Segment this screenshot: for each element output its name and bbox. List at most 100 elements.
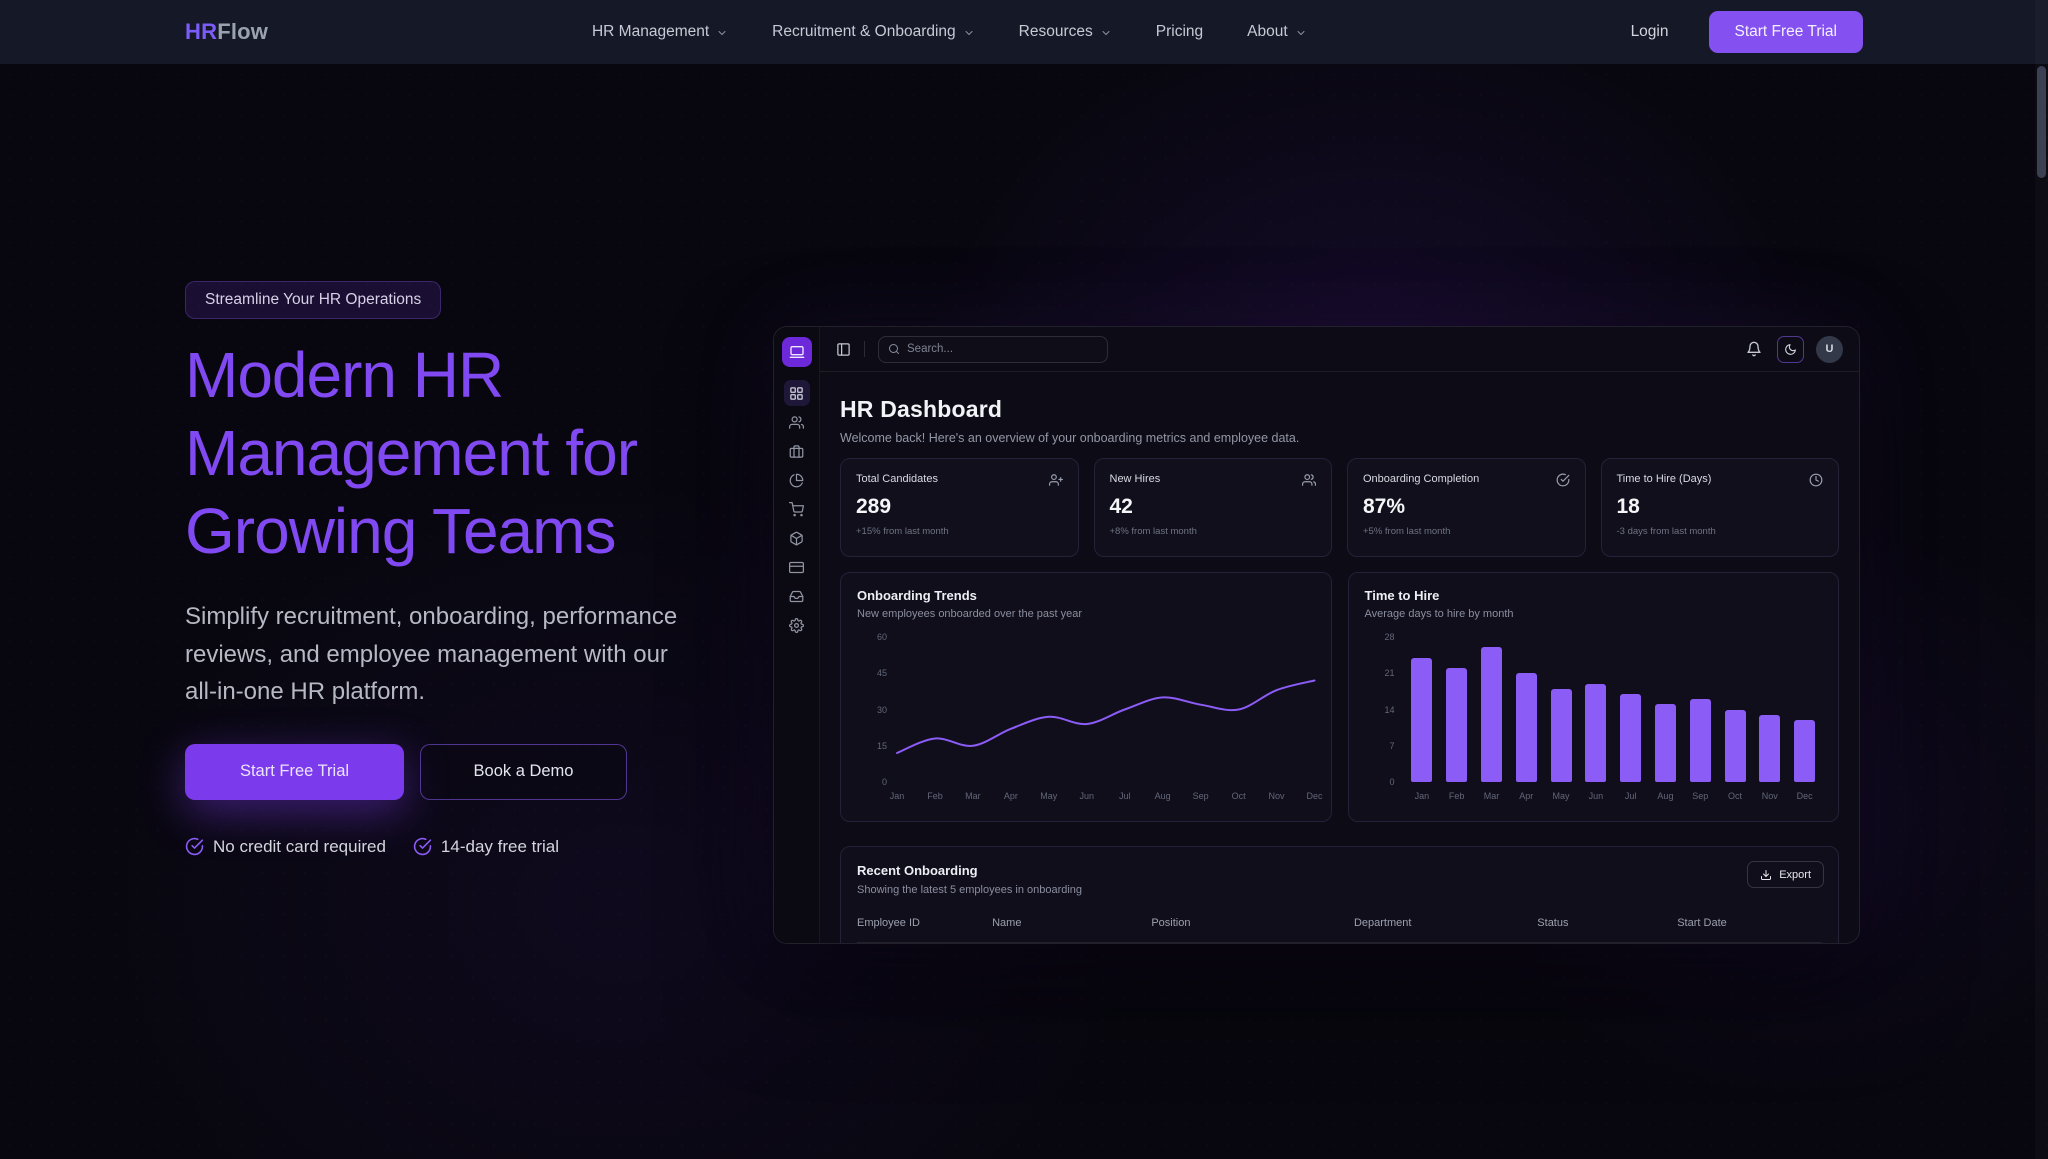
chevron-down-icon — [716, 27, 728, 39]
nav-bar: HRFlow HR Management Recruitment & Onboar… — [0, 0, 2048, 64]
x-tick: Mar — [1483, 791, 1500, 801]
sidebar-item-users[interactable] — [784, 409, 810, 435]
nav-item-about[interactable]: About — [1247, 23, 1307, 41]
sidebar-item-package[interactable] — [784, 525, 810, 551]
page-scrollbar-thumb[interactable] — [2037, 66, 2046, 178]
user-avatar[interactable]: U — [1816, 335, 1843, 363]
table-header-cell-position: Position — [1151, 917, 1191, 929]
hero-bullets: No credit card required 14-day free trial — [185, 837, 705, 857]
login-link[interactable]: Login — [1630, 23, 1669, 40]
settings-icon — [789, 617, 804, 633]
search-icon — [888, 343, 900, 355]
clock-icon — [1809, 473, 1823, 487]
panel-toggle-button[interactable] — [836, 342, 851, 357]
x-tick: Aug — [1657, 791, 1674, 801]
dashboard-sidebar — [774, 327, 820, 943]
sidebar-item-pie-chart[interactable] — [784, 467, 810, 493]
notifications-button[interactable] — [1746, 341, 1762, 357]
table-header-cell-department: Department — [1353, 917, 1412, 929]
nav-item-pricing[interactable]: Pricing — [1156, 23, 1203, 41]
dashboard-title: HR Dashboard — [840, 396, 1003, 422]
bar-oct — [1724, 709, 1746, 782]
x-tick: Apr — [1519, 791, 1534, 801]
stat-value: 87% — [1363, 495, 1406, 518]
stat-card-new-hires: New Hires 42 +8% from last month — [1093, 458, 1332, 557]
bar-jul — [1620, 694, 1642, 782]
x-tick: Oct — [1728, 791, 1743, 801]
hero-book-a-demo-button[interactable]: Book a Demo — [420, 743, 627, 800]
nav-item-hr-management[interactable]: HR Management — [592, 23, 728, 41]
y-tick: 30 — [876, 704, 887, 715]
nav-item-label: Recruitment & Onboarding — [772, 23, 956, 40]
pie-chart-icon — [789, 473, 804, 488]
stat-card-onboarding-completion: Onboarding Completion 87% +5% from last mo… — [1347, 458, 1586, 557]
chart-title: Time to Hire — [1364, 588, 1440, 603]
x-tick: Feb — [1448, 791, 1465, 801]
sidebar-item-settings[interactable] — [784, 612, 810, 638]
bar-nov — [1759, 714, 1781, 782]
stat-card-time-to-hire-days: Time to Hire (Days) 18 -3 days from last m… — [1600, 458, 1839, 557]
stat-card-top: Total Candidates — [856, 473, 1063, 487]
nav-right: Login Start Free Trial — [1631, 11, 1863, 53]
nav-item-resources[interactable]: Resources — [1019, 23, 1112, 41]
x-tick: Dec — [1306, 791, 1323, 801]
table-header-cell-status: Status — [1537, 917, 1569, 929]
bar-chart-plot — [1405, 637, 1823, 782]
chart-card-time-to-hire: Time to Hire Average days to hire by mont… — [1347, 572, 1839, 822]
chevron-down-icon — [1100, 27, 1112, 39]
header-divider — [864, 341, 865, 357]
sidebar-item-inbox[interactable] — [784, 583, 810, 609]
y-tick: 14 — [1384, 704, 1395, 715]
stat-label: Time to Hire (Days) — [1616, 473, 1712, 485]
y-tick: 0 — [1389, 777, 1395, 787]
export-button[interactable]: Export — [1747, 861, 1824, 888]
laptop-icon — [789, 344, 805, 360]
nav-start-free-trial-button[interactable]: Start Free Trial — [1708, 11, 1863, 53]
chart-subtitle: Average days to hire by month — [1364, 608, 1514, 620]
nav-item-recruitment-onboarding[interactable]: Recruitment & Onboarding — [772, 23, 975, 41]
hero-start-free-trial-button[interactable]: Start Free Trial — [185, 743, 404, 800]
nav-menu: HR Management Recruitment & Onboarding Res… — [592, 23, 1307, 41]
stat-card-top: Onboarding Completion — [1363, 473, 1570, 487]
search-input[interactable] — [907, 343, 1098, 355]
x-axis: Jan Feb Mar Apr May Jun Jul Aug Sep Oct Nov Dec — [1405, 791, 1823, 803]
page-scrollbar-track[interactable] — [2035, 0, 2048, 1159]
sidebar-item-credit-card[interactable] — [784, 554, 810, 580]
briefcase-icon — [789, 444, 804, 459]
stat-delta: -3 days from last month — [1616, 526, 1716, 537]
stats-row: Total Candidates 289 +15% from last month N… — [840, 458, 1839, 557]
x-tick: Apr — [1003, 791, 1018, 801]
bar-sep — [1689, 699, 1711, 782]
y-axis: 0 7 14 21 28 — [1365, 632, 1405, 787]
line-chart-plot — [895, 637, 1316, 782]
table-header-row: Employee ID Name Position Department Status S… — [857, 917, 1822, 943]
download-icon — [1760, 869, 1772, 881]
nav-item-label: Pricing — [1155, 23, 1204, 40]
sidebar-item-shopping-cart[interactable] — [784, 496, 810, 522]
hero-cta-row: Start Free Trial Book a Demo — [185, 743, 705, 800]
user-plus-icon — [1048, 473, 1063, 487]
y-tick: 15 — [876, 740, 887, 751]
chevron-down-icon — [1295, 27, 1307, 39]
logo[interactable]: HRFlow — [185, 19, 268, 45]
x-tick: Sep — [1192, 791, 1209, 801]
y-tick: 60 — [876, 632, 887, 642]
search-box[interactable] — [878, 335, 1108, 363]
bar-may — [1550, 688, 1572, 782]
layout-grid-icon — [789, 386, 804, 401]
export-button-label: Export — [1779, 868, 1811, 881]
nav-item-label: Resources — [1018, 23, 1093, 40]
check-circle-icon — [1556, 473, 1570, 487]
bar-aug — [1654, 704, 1676, 782]
dashboard-welcome: Welcome back! Here's an overview of your… — [840, 431, 1300, 445]
inbox-icon — [789, 589, 804, 604]
theme-toggle-button[interactable] — [1777, 335, 1804, 363]
x-tick: Jun — [1079, 791, 1095, 801]
x-tick: Feb — [927, 791, 943, 801]
sidebar-item-layout-grid[interactable] — [783, 380, 810, 406]
sidebar-logo[interactable] — [781, 337, 812, 367]
hero-section: Streamline Your HR Operations Modern HR … — [185, 281, 705, 857]
x-tick: Jun — [1588, 791, 1604, 801]
x-axis: Jan Feb Mar Apr May Jun Jul Aug Sep Oct Nov Dec — [890, 791, 1323, 803]
sidebar-item-briefcase[interactable] — [784, 438, 810, 464]
